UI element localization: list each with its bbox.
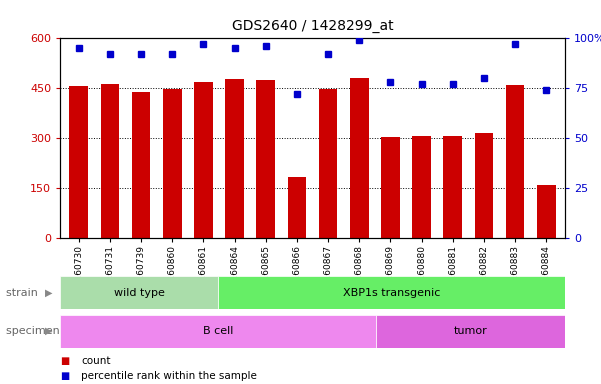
Text: B cell: B cell [203, 326, 233, 336]
Text: strain: strain [6, 288, 41, 298]
Bar [70, 86, 88, 238]
Bar [505, 84, 525, 238]
Title: GDS2640 / 1428299_at: GDS2640 / 1428299_at [232, 19, 393, 33]
Bar [163, 89, 182, 238]
Bar [412, 136, 431, 238]
Text: count: count [81, 356, 111, 366]
Bar [100, 84, 120, 238]
Text: tumor: tumor [453, 326, 487, 336]
Text: wild type: wild type [114, 288, 165, 298]
Text: ▶: ▶ [45, 326, 52, 336]
Bar [60, 315, 376, 348]
Bar [225, 79, 244, 238]
Bar [218, 276, 565, 309]
Bar [194, 82, 213, 238]
Bar [288, 177, 307, 238]
Bar [537, 185, 555, 238]
Bar [381, 137, 400, 238]
Bar [257, 80, 275, 238]
Bar [319, 89, 337, 238]
Bar [132, 92, 150, 238]
Bar [475, 133, 493, 238]
Text: ■: ■ [60, 371, 69, 381]
Text: XBP1s transgenic: XBP1s transgenic [343, 288, 440, 298]
Bar [350, 78, 368, 238]
Text: percentile rank within the sample: percentile rank within the sample [81, 371, 257, 381]
Bar [444, 136, 462, 238]
Bar [60, 276, 218, 309]
Text: ▶: ▶ [45, 288, 52, 298]
Bar [376, 315, 565, 348]
Text: specimen: specimen [6, 326, 63, 336]
Text: ■: ■ [60, 356, 69, 366]
